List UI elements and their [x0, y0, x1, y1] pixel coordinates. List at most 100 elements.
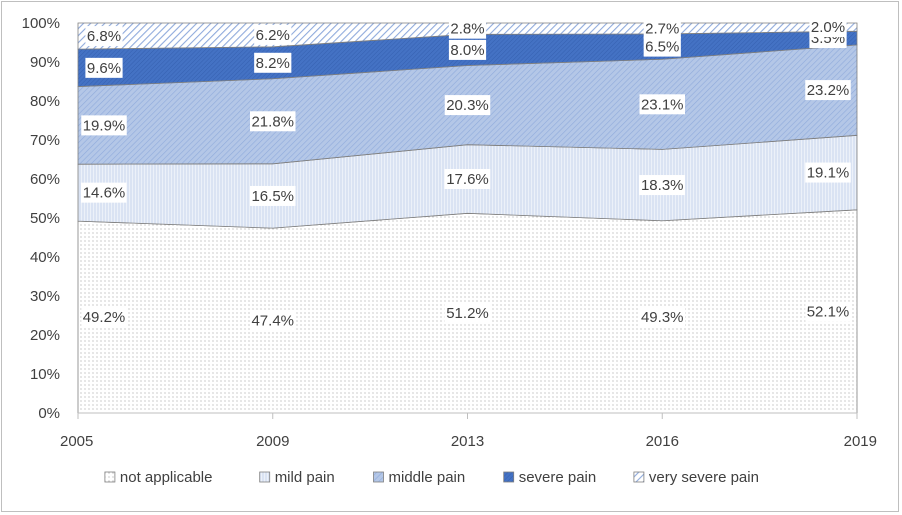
- y-axis: 0% 10% 20% 30% 40% 50% 60% 70% 80% 90% 100%: [22, 15, 60, 422]
- data-label-background: [639, 175, 685, 196]
- data-label-background: [85, 57, 123, 78]
- data-label-text: 2.8%: [450, 21, 484, 38]
- data-label-text: 8.0%: [450, 42, 484, 59]
- data-label-mild-pain: 18.3%: [639, 175, 685, 196]
- data-label-background: [809, 17, 847, 38]
- data-label-text: 8.2%: [256, 55, 290, 72]
- data-label-background: [444, 303, 491, 324]
- y-tick-label: 80%: [30, 93, 60, 110]
- data-label-very-severe-pain: 2.7%: [643, 18, 681, 39]
- y-tick-label: 60%: [30, 171, 60, 188]
- data-label-not-applicable: 52.1%: [805, 301, 851, 322]
- x-tick-label: 2009: [256, 433, 289, 450]
- x-tick-label: 2019: [844, 433, 877, 450]
- y-tick-label: 100%: [22, 15, 60, 32]
- data-label-background: [250, 111, 296, 132]
- data-label-text: 47.4%: [251, 313, 294, 330]
- data-label-background: [639, 94, 685, 115]
- data-label-text: 9.6%: [87, 60, 121, 77]
- data-label-severe-pain: 8.0%: [448, 39, 487, 60]
- data-label-text: 19.1%: [807, 165, 850, 182]
- data-label-text: 18.3%: [641, 177, 684, 194]
- y-tick-label: 0%: [38, 405, 60, 422]
- data-labels: 49.2% 47.4% 51.2% 49.3% 52.1% 14.6% 16.5% 17.6%…: [81, 17, 851, 331]
- data-label-severe-pain: 6.5%: [643, 36, 681, 57]
- data-label-not-applicable: 49.2%: [81, 307, 127, 328]
- legend-label: middle pain: [389, 469, 466, 486]
- data-label-text: 2.0%: [811, 19, 845, 36]
- data-label-text: 19.9%: [83, 117, 126, 134]
- legend-swatch: [503, 471, 515, 483]
- data-label-text: 6.8%: [87, 28, 121, 45]
- data-label-mild-pain: 14.6%: [81, 182, 127, 203]
- data-label-mild-pain: 17.6%: [444, 169, 491, 189]
- legend-label: severe pain: [519, 469, 597, 486]
- data-label-severe-pain: 9.6%: [85, 57, 123, 78]
- legend-item-severe-pain: severe pain: [503, 469, 597, 486]
- y-tick-label: 40%: [30, 249, 60, 266]
- legend-swatch: [259, 471, 271, 483]
- data-label-text: 51.2%: [446, 305, 489, 322]
- data-label-background: [643, 36, 681, 57]
- data-label-background: [81, 182, 127, 203]
- data-label-background: [254, 24, 292, 45]
- data-label-background: [250, 185, 296, 206]
- legend-label: not applicable: [120, 469, 213, 486]
- x-tick-label: 2013: [451, 433, 484, 450]
- legend-label: very severe pain: [649, 469, 759, 486]
- legend-item-mild-pain: mild pain: [259, 469, 335, 486]
- data-label-background: [254, 52, 292, 73]
- data-label-very-severe-pain: 6.2%: [254, 24, 292, 45]
- x-axis: 2005 2009 2013 2016 2019: [60, 412, 877, 450]
- legend-label: mild pain: [275, 469, 335, 486]
- data-label-middle-pain: 19.9%: [81, 115, 127, 136]
- data-label-text: 52.1%: [807, 303, 850, 320]
- data-label-text: 23.1%: [641, 96, 684, 113]
- legend-swatch: [633, 471, 645, 483]
- data-label-text: 49.2%: [83, 309, 126, 326]
- y-tick-label: 90%: [30, 54, 60, 71]
- data-label-text: 6.5%: [645, 39, 679, 56]
- data-label-text: 6.2%: [256, 27, 290, 44]
- legend-item-very-severe-pain: very severe pain: [633, 469, 759, 486]
- legend-swatch: [104, 471, 116, 483]
- data-label-very-severe-pain: 2.8%: [448, 18, 487, 39]
- data-label-very-severe-pain: 6.8%: [85, 26, 123, 47]
- data-label-very-severe-pain: 2.0%: [809, 17, 847, 38]
- data-label-text: 20.3%: [446, 97, 489, 114]
- data-label-text: 17.6%: [446, 171, 489, 188]
- data-label-middle-pain: 23.1%: [639, 94, 685, 115]
- legend: not applicable mild pain middle pain severe…: [104, 469, 759, 486]
- data-label-background: [448, 39, 487, 60]
- y-tick-label: 50%: [30, 210, 60, 227]
- data-label-background: [805, 162, 851, 183]
- data-label-background: [805, 301, 851, 322]
- data-label-text: 49.3%: [641, 309, 684, 326]
- data-label-mild-pain: 19.1%: [805, 162, 851, 183]
- data-label-text: 23.2%: [807, 82, 850, 99]
- data-label-background: [85, 26, 123, 47]
- y-tick-label: 30%: [30, 288, 60, 305]
- y-tick-label: 10%: [30, 366, 60, 383]
- data-label-severe-pain: 8.2%: [254, 52, 292, 73]
- data-label-not-applicable: 47.4%: [250, 310, 296, 331]
- legend-item-not-applicable: not applicable: [104, 469, 213, 486]
- series-areas: [77, 22, 858, 414]
- data-label-background: [643, 18, 681, 39]
- data-label-not-applicable: 51.2%: [444, 303, 491, 324]
- data-label-not-applicable: 49.3%: [639, 306, 685, 327]
- legend-swatch: [373, 471, 384, 483]
- data-label-background: [444, 169, 491, 189]
- data-label-background: [448, 18, 487, 39]
- data-label-background: [805, 80, 851, 101]
- data-label-text: 21.8%: [251, 113, 294, 130]
- data-label-middle-pain: 21.8%: [250, 111, 296, 132]
- data-label-background: [81, 115, 127, 136]
- y-tick-label: 20%: [30, 327, 60, 344]
- y-tick-label: 70%: [30, 132, 60, 149]
- x-tick-label: 2016: [646, 433, 679, 450]
- data-label-background: [639, 306, 685, 327]
- legend-item-middle-pain: middle pain: [373, 469, 466, 486]
